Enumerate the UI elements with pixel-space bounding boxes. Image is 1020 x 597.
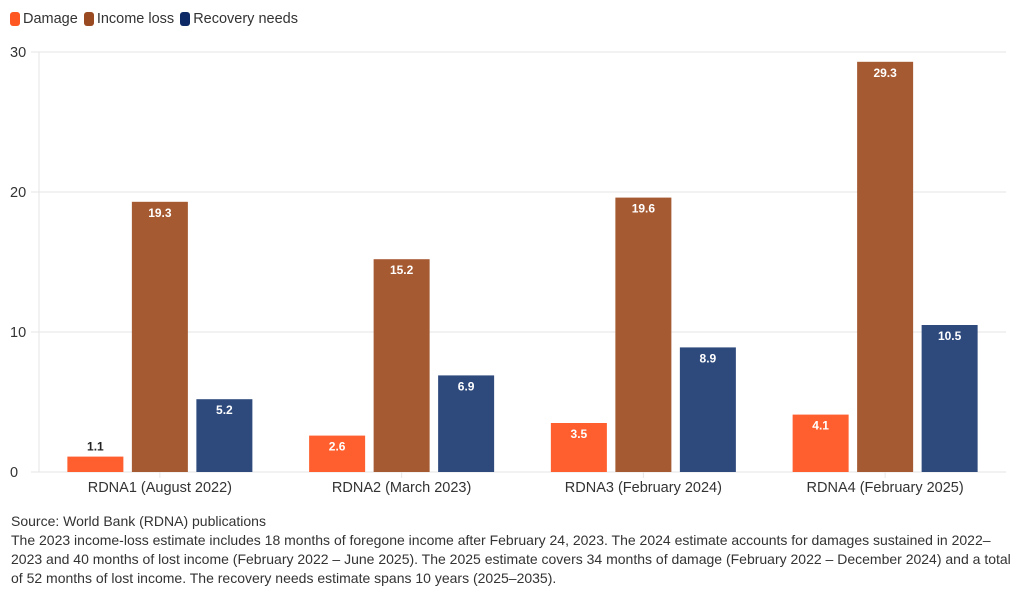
legend-swatch-recovery-needs bbox=[180, 12, 191, 26]
x-tick-label: RDNA1 (August 2022) bbox=[88, 480, 232, 496]
bar-income-loss bbox=[373, 259, 430, 472]
bar-recovery-needs bbox=[196, 399, 253, 472]
legend-swatch-income-loss bbox=[83, 12, 94, 26]
x-tick-label: RDNA4 (February 2025) bbox=[807, 480, 964, 496]
x-tick-label: RDNA3 (February 2024) bbox=[565, 480, 722, 496]
methodology-note: The 2023 income-loss estimate includes 1… bbox=[11, 532, 1011, 586]
data-label: 2.6 bbox=[329, 440, 346, 454]
bar-damage bbox=[309, 435, 366, 472]
data-label: 5.2 bbox=[216, 403, 233, 417]
bar-income-loss bbox=[615, 197, 672, 472]
data-label: 8.9 bbox=[700, 351, 717, 365]
data-label: 3.5 bbox=[571, 427, 588, 441]
bar-chart: 0 10 20 30 RDNA1 (August 2022) 1.1 19.3 5.2 RDNA… bbox=[10, 45, 1006, 496]
data-label: 10.5 bbox=[938, 329, 962, 343]
x-tick-label: RDNA2 (March 2023) bbox=[332, 480, 471, 496]
legend-label-recovery-needs: Recovery needs bbox=[193, 11, 298, 27]
data-label: 19.3 bbox=[148, 206, 172, 220]
bar-income-loss bbox=[857, 61, 914, 473]
y-tick-label: 0 bbox=[10, 465, 18, 481]
legend-item-income-loss[interactable]: Income loss bbox=[83, 11, 175, 27]
y-tick-label: 10 bbox=[10, 325, 26, 341]
legend-swatch-damage bbox=[10, 12, 20, 26]
y-tick-label: 30 bbox=[10, 45, 26, 61]
legend-item-recovery-needs[interactable]: Recovery needs bbox=[180, 11, 298, 27]
source-note: Source: World Bank (RDNA) publications bbox=[11, 513, 266, 529]
legend-label-damage: Damage bbox=[23, 11, 78, 27]
bar-recovery-needs bbox=[679, 347, 736, 472]
legend-item-damage[interactable]: Damage bbox=[10, 11, 78, 27]
bar-damage bbox=[792, 414, 849, 472]
data-label: 29.3 bbox=[873, 66, 897, 80]
data-label: 1.1 bbox=[87, 440, 104, 454]
bar-damage bbox=[550, 423, 607, 472]
data-label: 4.1 bbox=[812, 419, 829, 433]
data-label: 6.9 bbox=[458, 379, 475, 393]
data-label: 15.2 bbox=[390, 263, 414, 277]
bar-recovery-needs bbox=[921, 325, 978, 472]
bar-income-loss bbox=[131, 201, 188, 473]
y-tick-label: 20 bbox=[10, 185, 26, 201]
chart-footer: Source: World Bank (RDNA) publications T… bbox=[11, 512, 1011, 588]
legend-label-income-loss: Income loss bbox=[96, 11, 175, 27]
bar-damage bbox=[67, 456, 124, 472]
data-label: 19.6 bbox=[632, 202, 656, 216]
chart-legend: Damage Income loss Recovery needs bbox=[10, 11, 304, 27]
bar-recovery-needs bbox=[438, 375, 495, 472]
